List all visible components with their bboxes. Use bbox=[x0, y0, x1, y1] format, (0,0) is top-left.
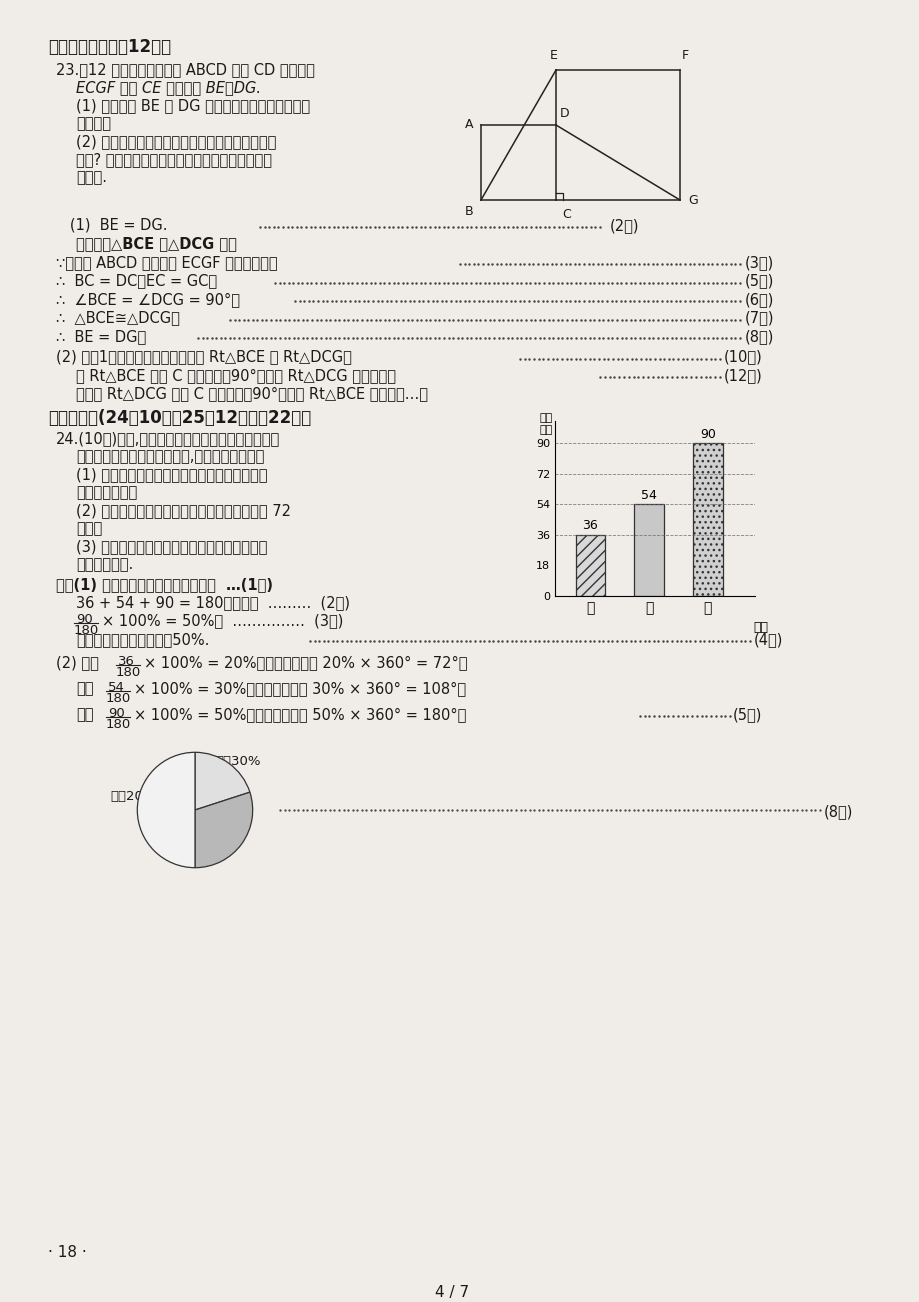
Text: E: E bbox=[550, 49, 557, 62]
Text: 36: 36 bbox=[118, 655, 135, 668]
Text: 90: 90 bbox=[108, 707, 125, 720]
Text: 证明：在△BCE 和△DCG 中，: 证明：在△BCE 和△DCG 中， bbox=[76, 237, 236, 251]
Text: F: F bbox=[681, 49, 688, 62]
Text: B: B bbox=[464, 204, 472, 217]
Text: (1) 你认为哪种品牌计算器的使用频率最高？并: (1) 你认为哪种品牌计算器的使用频率最高？并 bbox=[76, 467, 267, 482]
Text: (2分): (2分) bbox=[609, 217, 639, 233]
Text: 90: 90 bbox=[699, 427, 715, 440]
Wedge shape bbox=[195, 792, 253, 867]
Text: 23.（12 分）如图，正方形 ABCD 的边 CD 在正方形: 23.（12 分）如图，正方形 ABCD 的边 CD 在正方形 bbox=[56, 62, 314, 77]
Text: 180: 180 bbox=[106, 691, 131, 704]
Text: C: C bbox=[562, 208, 570, 221]
Text: 品牌: 品牌 bbox=[753, 621, 767, 634]
Text: 五、应用题(24题10分，25题12分，共22分）: 五、应用题(24题10分，25题12分，共22分） bbox=[48, 409, 311, 427]
Text: (7分): (7分) bbox=[744, 310, 774, 326]
Text: ∴  BC = DC，EC = GC，: ∴ BC = DC，EC = GC， bbox=[56, 273, 217, 289]
Text: × 100% = 30%，扇形圆心角是 30% × 360° = 108°，: × 100% = 30%，扇形圆心角是 30% × 360° = 108°， bbox=[134, 681, 466, 697]
Text: 乙牌30%: 乙牌30% bbox=[215, 755, 260, 768]
Text: (1) 观察猜想 BE 与 DG 之间的大小关系，并证明你: (1) 观察猜想 BE 与 DG 之间的大小关系，并证明你 bbox=[76, 98, 310, 113]
Text: 丙牌50%: 丙牌50% bbox=[165, 845, 210, 858]
Text: (1)  BE = DG.: (1) BE = DG. bbox=[56, 217, 167, 233]
Text: (3分): (3分) bbox=[744, 255, 774, 270]
Text: ∴  BE = DG．: ∴ BE = DG． bbox=[56, 329, 146, 344]
Text: (12分): (12分) bbox=[723, 368, 762, 383]
Text: (5分): (5分) bbox=[732, 707, 762, 723]
Text: × 100% = 50%，  ……………  (3分): × 100% = 50%， …………… (3分) bbox=[102, 613, 343, 628]
Text: 24.(10分)如图,表示某中学九年级学生使用不同品牌: 24.(10分)如图,表示某中学九年级学生使用不同品牌 bbox=[56, 431, 280, 447]
Text: 甲牌20%: 甲牌20% bbox=[110, 790, 155, 803]
Text: ∵四边形 ABCD 和四边形 ECGF 都是正方形，: ∵四边形 ABCD 和四边形 ECGF 都是正方形， bbox=[56, 255, 278, 270]
Text: 90: 90 bbox=[76, 613, 93, 626]
Text: 解：(1) 丙牌计算器的使用频率最高．  …(1分): 解：(1) 丙牌计算器的使用频率最高． …(1分) bbox=[56, 577, 273, 592]
Bar bbox=[693, 443, 721, 596]
Text: 180: 180 bbox=[106, 717, 131, 730]
Text: ∴  ∠BCE = ∠DCG = 90°，: ∴ ∠BCE = ∠DCG = 90°， bbox=[56, 292, 240, 307]
Text: 条合理化建议.: 条合理化建议. bbox=[76, 557, 133, 572]
Text: ∴  △BCE≅△DCG，: ∴ △BCE≅△DCG， bbox=[56, 310, 180, 326]
Text: 将 Rt△BCE 绕点 C 顺时针旋转90°，可与 Rt△DCG 完全重合．: 将 Rt△BCE 绕点 C 顺时针旋转90°，可与 Rt△DCG 完全重合． bbox=[76, 368, 395, 383]
Wedge shape bbox=[137, 753, 195, 867]
Text: 36: 36 bbox=[582, 519, 597, 533]
Text: 使用: 使用 bbox=[539, 413, 552, 423]
Text: 乙：: 乙： bbox=[76, 681, 94, 697]
Text: D: D bbox=[560, 107, 569, 120]
Wedge shape bbox=[195, 753, 250, 810]
Text: (2) 由（1）证明过程知，存在，是 Rt△BCE 和 Rt△DCG．: (2) 由（1）证明过程知，存在，是 Rt△BCE 和 Rt△DCG． bbox=[56, 349, 351, 365]
Text: (2) 请利用扇形统计图表示频数分布直方图中的 72: (2) 请利用扇形统计图表示频数分布直方图中的 72 bbox=[76, 503, 290, 518]
Text: 人数: 人数 bbox=[539, 424, 552, 435]
Text: 四、证明题（本题12分）: 四、证明题（本题12分） bbox=[48, 38, 171, 56]
Text: 36 + 54 + 90 = 180（人），  ………  (2分): 36 + 54 + 90 = 180（人）， ……… (2分) bbox=[76, 595, 349, 611]
Text: 180: 180 bbox=[116, 667, 142, 680]
Text: 的结论；: 的结论； bbox=[76, 116, 111, 132]
Text: 计算器人数的频数分布直方图,试解答以下问题：: 计算器人数的频数分布直方图,试解答以下问题： bbox=[76, 449, 264, 464]
Text: G: G bbox=[687, 194, 697, 207]
Text: 4 / 7: 4 / 7 bbox=[435, 1285, 469, 1299]
Text: 角形? 若存在，请说出旋转过程；若不存在，请说: 角形? 若存在，请说出旋转过程；若不存在，请说 bbox=[76, 152, 272, 167]
Text: (4分): (4分) bbox=[754, 631, 782, 647]
Text: 数据；: 数据； bbox=[76, 521, 102, 536]
Text: (8分): (8分) bbox=[823, 805, 853, 819]
Text: 54: 54 bbox=[108, 681, 125, 694]
Text: (2) 图中是否存在通过旋转能够互相重合的两个三: (2) 图中是否存在通过旋转能够互相重合的两个三 bbox=[76, 134, 276, 148]
Text: A: A bbox=[464, 118, 472, 132]
Text: (3) 通过以上统计结果，请你为商家进货提出一: (3) 通过以上统计结果，请你为商家进货提出一 bbox=[76, 539, 267, 553]
Text: 明理由.: 明理由. bbox=[76, 171, 107, 185]
Text: × 100% = 20%，扇形圆心角是 20% × 360° = 72°，: × 100% = 20%，扇形圆心角是 20% × 360° = 72°， bbox=[144, 655, 467, 671]
Text: (5分): (5分) bbox=[744, 273, 774, 289]
Text: (8分): (8分) bbox=[744, 329, 774, 344]
Text: 丙：: 丙： bbox=[76, 707, 94, 723]
Text: 54: 54 bbox=[641, 488, 656, 501]
Bar bbox=[575, 535, 605, 596]
Text: （或将 Rt△DCG 绕点 C 逆时针旋转90°，可与 Rt△BCE 完全重合…）: （或将 Rt△DCG 绕点 C 逆时针旋转90°，可与 Rt△BCE 完全重合…… bbox=[76, 387, 427, 401]
Text: 180: 180 bbox=[74, 624, 99, 637]
Text: (6分): (6分) bbox=[744, 292, 774, 307]
Text: ECGF 的边 CE 上，连结 BE、DG.: ECGF 的边 CE 上，连结 BE、DG. bbox=[76, 79, 261, 95]
Text: (10分): (10分) bbox=[723, 349, 762, 365]
Text: (2) 甲：: (2) 甲： bbox=[56, 655, 98, 671]
Text: 丙牌计算器使用的频率为50%.: 丙牌计算器使用的频率为50%. bbox=[76, 631, 210, 647]
Text: × 100% = 50%，扇形圆心角是 50% × 360° = 180°．: × 100% = 50%，扇形圆心角是 50% × 360° = 180°． bbox=[134, 707, 466, 723]
Bar bbox=[634, 504, 664, 596]
Text: · 18 ·: · 18 · bbox=[48, 1245, 86, 1260]
Text: 求出这个频率；: 求出这个频率； bbox=[76, 486, 137, 500]
